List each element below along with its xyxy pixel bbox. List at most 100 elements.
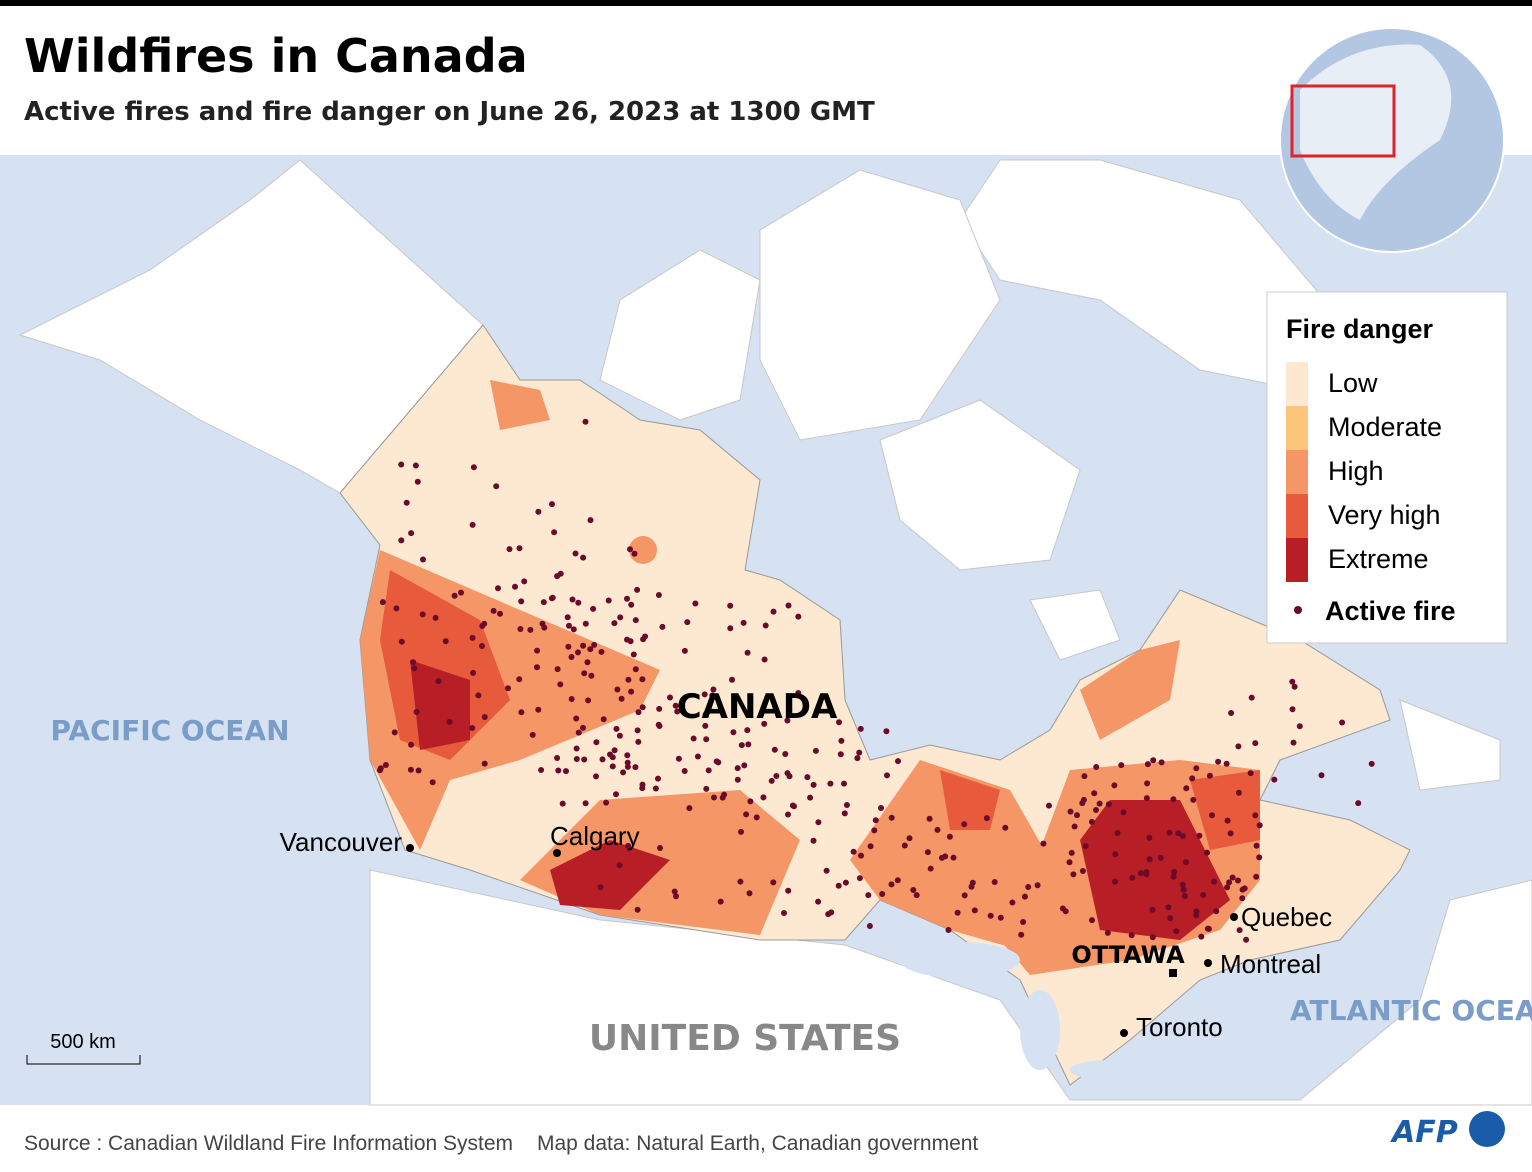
legend-fire-label: Active fire bbox=[1325, 596, 1456, 626]
active-fire-dot bbox=[1170, 796, 1177, 803]
active-fire-dot bbox=[825, 911, 832, 918]
active-fire-dot bbox=[1236, 927, 1243, 934]
active-fire-dot bbox=[785, 811, 791, 818]
active-fire-dot bbox=[458, 589, 464, 596]
active-fire-dot bbox=[1339, 719, 1346, 726]
active-fire-dot bbox=[1291, 683, 1298, 690]
active-fire-dot bbox=[391, 729, 398, 736]
top-rule bbox=[0, 0, 1532, 6]
city-label: Toronto bbox=[1136, 1012, 1223, 1042]
active-fire-dot bbox=[616, 862, 623, 869]
active-fire-dot bbox=[711, 794, 717, 801]
active-fire-dot bbox=[413, 709, 420, 715]
active-fire-dot bbox=[721, 791, 728, 798]
active-fire-dot bbox=[410, 659, 417, 666]
active-fire-dot bbox=[535, 706, 542, 713]
active-fire-dot bbox=[481, 760, 488, 767]
active-fire-dot bbox=[946, 833, 953, 840]
united-states bbox=[369, 869, 1532, 1106]
active-fire-dot bbox=[495, 585, 501, 592]
ocean-label: ATLANTIC OCEAN bbox=[1290, 994, 1532, 1027]
active-fire-dot bbox=[587, 517, 594, 524]
active-fire-dot bbox=[521, 578, 528, 585]
active-fire-dot bbox=[642, 633, 649, 640]
active-fire-dot bbox=[582, 800, 589, 807]
active-fire-dot bbox=[702, 722, 709, 729]
danger-zone bbox=[550, 840, 670, 910]
danger-zone bbox=[850, 760, 1050, 950]
active-fire-dot bbox=[403, 499, 410, 506]
active-fire-dot bbox=[738, 828, 744, 835]
active-fire-dot bbox=[627, 546, 633, 553]
active-fire-dot bbox=[1112, 878, 1118, 885]
source: Source : Canadian Wildland Fire Informat… bbox=[24, 1132, 513, 1155]
active-fire-dot bbox=[569, 596, 576, 603]
active-fire-dot bbox=[1211, 878, 1217, 885]
lake bbox=[1070, 1060, 1150, 1080]
active-fire-dot bbox=[701, 691, 708, 698]
active-fire-dot bbox=[894, 877, 901, 884]
active-fire-dot bbox=[727, 602, 734, 609]
city-dot bbox=[406, 844, 414, 852]
active-fire-dot bbox=[1252, 812, 1259, 819]
active-fire-dot bbox=[1171, 869, 1178, 875]
active-fire-dot bbox=[582, 418, 589, 425]
active-fire-dot bbox=[639, 676, 646, 683]
logo: AFP bbox=[1390, 1115, 1458, 1150]
legend-label: High bbox=[1328, 456, 1384, 486]
active-fire-dot bbox=[968, 883, 975, 890]
active-fire-dot bbox=[516, 545, 523, 552]
active-fire-dot bbox=[1091, 790, 1098, 797]
active-fire-dot bbox=[540, 599, 547, 606]
active-fire-dot bbox=[703, 785, 710, 792]
active-fire-dot bbox=[762, 622, 769, 629]
active-fire-dot bbox=[1158, 759, 1165, 766]
active-fire-dot bbox=[850, 848, 857, 855]
active-fire-dot bbox=[518, 598, 525, 605]
active-fire-dot bbox=[1149, 934, 1156, 941]
active-fire-dot bbox=[741, 762, 748, 769]
active-fire-dot bbox=[1290, 739, 1297, 746]
arctic-island bbox=[759, 169, 1001, 441]
active-fire-dot bbox=[1018, 931, 1025, 938]
active-fire-dot bbox=[624, 752, 631, 759]
active-fire-dot bbox=[628, 688, 635, 695]
active-fire-dot bbox=[1235, 743, 1242, 750]
active-fire-dot bbox=[954, 909, 961, 916]
active-fire-dot bbox=[624, 763, 631, 770]
active-fire-dot bbox=[469, 634, 476, 641]
active-fire-dot bbox=[856, 875, 863, 882]
active-fire-dot bbox=[1071, 823, 1078, 830]
active-fire-dot bbox=[479, 623, 486, 629]
active-fire-dot bbox=[997, 914, 1004, 921]
legend: Fire danger Low Moderate High Very high Extr… bbox=[1266, 291, 1508, 644]
active-fire-dot bbox=[856, 749, 863, 756]
active-fire-dot bbox=[620, 769, 627, 776]
active-fire-dot bbox=[926, 815, 933, 822]
active-fire-dot bbox=[617, 614, 624, 621]
scale-label: 500 km bbox=[50, 1031, 116, 1053]
active-fire-dot bbox=[1227, 830, 1234, 837]
active-fire-dot bbox=[585, 697, 592, 704]
active-fire-dot bbox=[1190, 796, 1197, 803]
capital-label: OTTAWA bbox=[1071, 941, 1185, 969]
active-fire-dot bbox=[743, 811, 750, 818]
active-fire-dot bbox=[549, 501, 555, 508]
active-fire-dot bbox=[1243, 936, 1250, 943]
active-fire-dot bbox=[1146, 856, 1153, 863]
active-fire-dot bbox=[1137, 870, 1144, 877]
active-fire-dot bbox=[1120, 809, 1127, 816]
active-fire-dot bbox=[655, 775, 661, 782]
active-fire-dot bbox=[703, 736, 710, 743]
danger-zone bbox=[940, 770, 1000, 830]
active-fire-dot bbox=[635, 709, 642, 716]
active-fire-dot bbox=[611, 620, 618, 627]
active-fire-dot bbox=[1129, 874, 1136, 881]
active-fire-dot bbox=[781, 910, 787, 916]
active-fire-dot bbox=[866, 923, 873, 929]
active-fire-dot bbox=[535, 508, 542, 515]
legend-label: Extreme bbox=[1328, 544, 1429, 574]
country-label: UNITED STATES bbox=[589, 1018, 901, 1059]
land bbox=[18, 159, 1532, 1106]
danger-zone bbox=[1190, 770, 1260, 850]
